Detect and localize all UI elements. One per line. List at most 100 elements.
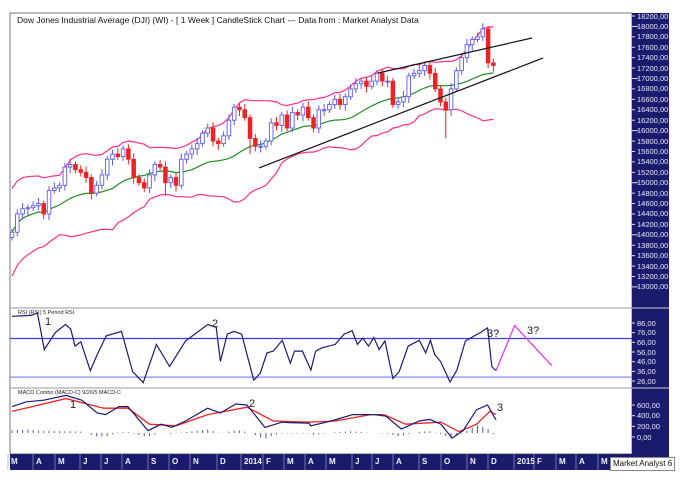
price-tick-label: 15200,00: [637, 167, 669, 177]
price-tick-label: 14800,00: [637, 188, 669, 198]
candle-up: [417, 70, 422, 74]
candle-up: [231, 106, 237, 121]
candle-up: [290, 111, 295, 129]
candle-up: [464, 44, 470, 59]
candle-up: [411, 72, 417, 77]
candle-down: [311, 117, 316, 129]
month-label: A: [308, 457, 314, 466]
candle-up: [30, 205, 36, 209]
candle-up: [15, 213, 20, 233]
price-tick-label: 17800,00: [637, 32, 669, 42]
candle-up: [258, 145, 263, 148]
candle-up: [152, 164, 158, 176]
candle-up: [20, 208, 25, 215]
price-tick-label: 16800,00: [637, 84, 669, 94]
candle-down: [83, 171, 89, 178]
candle-up: [353, 83, 359, 90]
price-tick-label: 13200,00: [637, 272, 669, 281]
month-label: A: [579, 457, 585, 466]
month-label: S: [151, 457, 157, 466]
rsi-tick-label: 26,00: [637, 376, 656, 386]
candle-down: [364, 80, 369, 87]
macd-tick-label: 400,00: [637, 411, 660, 421]
month-label: M: [287, 457, 294, 466]
month-label: N: [470, 457, 476, 466]
price-tick-label: 15800,00: [637, 136, 669, 146]
candle-up: [57, 184, 62, 189]
month-label: A: [36, 457, 42, 466]
candle-down: [427, 65, 433, 74]
price-tick-label: 14600,00: [637, 199, 669, 209]
candle-up: [168, 177, 173, 184]
month-label: M: [601, 457, 608, 466]
price-tick-label: 16200,00: [637, 115, 669, 125]
candle-up: [385, 80, 390, 83]
candle-down: [136, 177, 142, 184]
trendline-lower: [258, 57, 544, 169]
rsi-annotation-1: 1: [45, 316, 52, 328]
price-tick-label: 13800,00: [637, 240, 669, 250]
candle-up: [300, 106, 306, 116]
price-tick-label: 13600,00: [637, 251, 669, 261]
price-tick-label: 17000,00: [637, 74, 669, 84]
brand-label: Market Analyst 6: [610, 457, 676, 471]
candle-up: [332, 98, 337, 106]
rsi-tick-label: 56,00: [637, 347, 656, 357]
candle-up: [94, 184, 99, 194]
candle-down: [237, 106, 242, 111]
candle-down: [305, 106, 311, 119]
price-tick-label: 14000,00: [637, 230, 669, 240]
macd-annotation-3: 3: [497, 402, 504, 414]
candle-down: [141, 182, 147, 189]
candle-down: [41, 203, 46, 215]
candle-up: [110, 153, 115, 160]
candle-up: [395, 101, 401, 106]
rsi-tick-label: 66,00: [637, 337, 656, 347]
macd-signal-line: [11, 397, 497, 433]
candle-up: [46, 190, 52, 215]
candle-down: [247, 117, 253, 139]
candle-down: [173, 177, 179, 186]
candle-up: [279, 114, 285, 126]
macd-tick-label: 0,00: [637, 432, 652, 442]
candle-up: [184, 153, 189, 160]
month-label: A: [125, 457, 131, 466]
month-label: A: [396, 457, 402, 466]
candle-down: [390, 80, 396, 106]
price-tick-label: 17400,00: [637, 53, 669, 63]
candle-up: [226, 119, 232, 137]
trendline-upper: [377, 37, 533, 74]
price-tick-label: 18000,00: [637, 21, 669, 31]
month-label: M: [11, 457, 18, 466]
candle-up: [104, 158, 110, 176]
month-label: 2015: [517, 457, 535, 466]
candle-down: [242, 109, 248, 119]
candle-down: [126, 148, 131, 160]
month-label: J: [104, 457, 109, 466]
rsi-annotation-3b: 3?: [527, 325, 540, 337]
price-tick-label: 15400,00: [637, 157, 669, 167]
candle-up: [454, 70, 459, 90]
candle-down: [73, 164, 78, 171]
candle-down: [78, 169, 84, 173]
candle-up: [147, 174, 152, 189]
candle-up: [406, 75, 412, 98]
candle-up: [480, 28, 486, 38]
macd-annotation-1: 1: [70, 399, 77, 411]
month-label: 2014: [244, 457, 262, 466]
candle-down: [380, 72, 385, 82]
month-label: M: [58, 457, 65, 466]
rsi-tick-label: 76,00: [637, 328, 656, 338]
candle-up: [9, 231, 15, 238]
macd-annotation-2: 2: [249, 398, 256, 410]
candle-up: [469, 38, 475, 46]
rsi-annotation-2: 2: [212, 318, 219, 330]
month-label: F: [266, 457, 271, 466]
candle-up: [268, 122, 274, 142]
candle-up: [205, 127, 210, 134]
candle-up: [99, 174, 105, 186]
candle-up: [120, 148, 126, 158]
month-label: J: [375, 457, 380, 466]
month-label: M: [329, 457, 336, 466]
